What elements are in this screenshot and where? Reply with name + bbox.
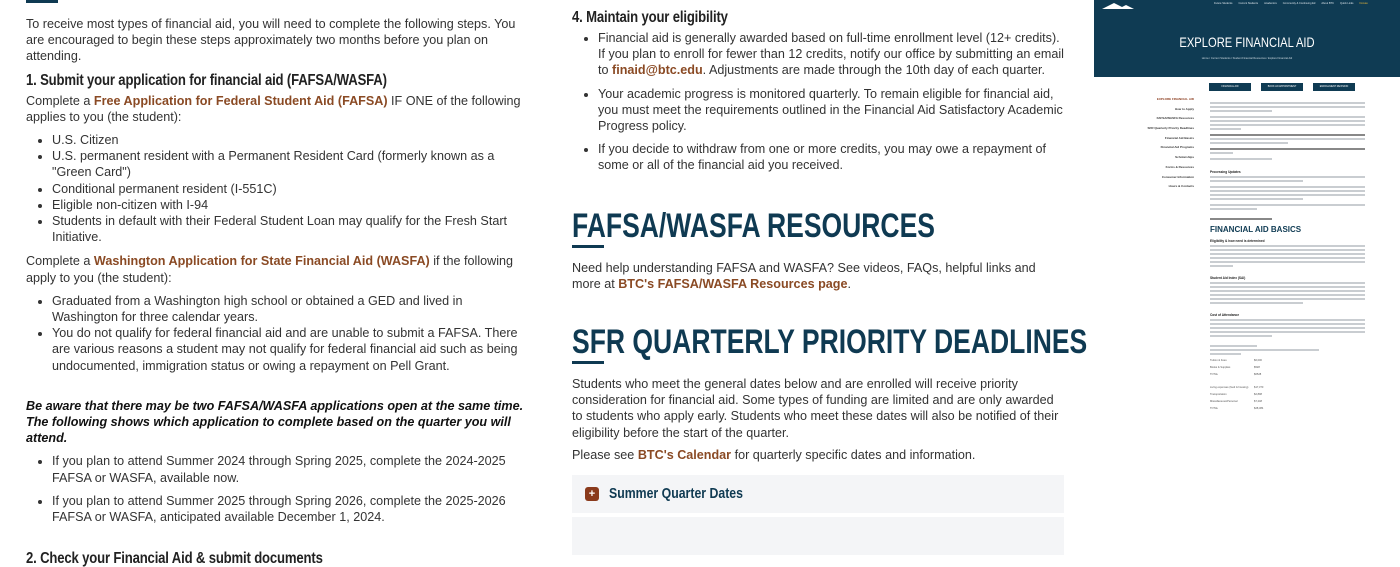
list-item: Graduated from a Washington high school … (52, 293, 526, 325)
fafsa-paragraph: Complete a Free Application for Federal … (26, 93, 526, 125)
sidebar-item[interactable]: SFR Quarterly Priority Deadlines (1147, 126, 1194, 131)
nav-item[interactable]: Academics (1264, 2, 1277, 5)
sidebar-item[interactable]: EXPLORE FINANCIAL AID (1156, 97, 1194, 101)
list-item: Your academic progress is monitored quar… (598, 86, 1064, 135)
fafsa-link[interactable]: Free Application for Federal Student Aid… (93, 93, 388, 108)
accordion-label: Summer Quarter Dates (609, 484, 743, 502)
thumbnail-nav: Future Students Current Students Academi… (1214, 2, 1368, 6)
sidebar-item[interactable]: Forms & Resources (1165, 164, 1194, 169)
list-item: U.S. Citizen (52, 132, 526, 148)
text: IF ONE of the following applies to you (… (26, 93, 521, 124)
thumbnail-sidebar: EXPLORE FINANCIAL AID How to Apply FAFSA… (1124, 97, 1194, 194)
wasfa-paragraph: Complete a Washington Application for St… (26, 253, 526, 285)
sidebar-item[interactable]: Consumer Information (1161, 174, 1194, 179)
cost-row: TOTAL $28,384 (1210, 407, 1264, 410)
cost-row: TOTAL $6528 (1210, 373, 1262, 376)
intro-text: To receive most types of financial aid, … (26, 17, 516, 64)
sidebar-item[interactable]: Hours & Contacts (1168, 184, 1194, 189)
text: Complete a (26, 254, 94, 269)
wasfa-link[interactable]: Washington Application for State Financi… (93, 254, 430, 269)
text: Please see (572, 447, 638, 462)
sai-heading: Student Aid Index (SAI) (1210, 276, 1246, 280)
list-item: If you plan to attend Summer 2024 throug… (52, 453, 526, 485)
step4-heading: 4. Maintain your eligibility (572, 9, 728, 26)
text: Complete a (26, 93, 94, 108)
nav-item[interactable]: About BTC (1321, 2, 1335, 5)
nav-item[interactable]: Current Students (1238, 2, 1259, 5)
sidebar-item[interactable]: Financial Aid Programs (1160, 145, 1194, 150)
enrollment-revision-button[interactable]: ENROLLMENT REVISION (1313, 83, 1355, 91)
nav-item[interactable]: Community & Continuing Ed (1282, 2, 1316, 5)
coa-heading: Cost of Attendance (1210, 313, 1240, 317)
processing-heading: Processing Updates (1210, 170, 1241, 174)
heading-rule (26, 0, 58, 3)
cost-row: Living expenses (food & housing) $17,370 (1210, 386, 1264, 389)
thumbnail-breadcrumb: Home / Current Students / Student Financ… (1201, 57, 1293, 60)
financial-aid-button[interactable]: FINANCIAL AID (1209, 83, 1251, 91)
sidebar-item[interactable]: How to Apply (1174, 106, 1194, 111)
logo-icon (1100, 2, 1136, 10)
nav-item-donate[interactable]: Donate (1359, 2, 1368, 5)
deadlines-paragraph: Students who meet the general dates belo… (572, 377, 1059, 440)
accordion-next[interactable] (572, 517, 1064, 556)
accordion-summer-quarter[interactable]: + Summer Quarter Dates (572, 475, 1064, 514)
wasfa-list: Graduated from a Washington high school … (26, 293, 526, 374)
thumbnail-title: EXPLORE FINANCIAL AID (1179, 34, 1315, 50)
thumbnail-buttons: FINANCIAL AID BOOK AN APPOINTMENT ENROLL… (1209, 83, 1355, 91)
text: Need help understanding FAFSA and WASFA?… (572, 260, 1036, 291)
fafsa-list: U.S. Citizen U.S. permanent resident wit… (26, 132, 526, 245)
page-thumbnail: Future Students Current Students Academi… (1094, 0, 1400, 500)
cost-row: Transportation $2,898 (1210, 393, 1262, 396)
book-appointment-button[interactable]: BOOK AN APPOINTMENT (1261, 83, 1303, 91)
list-item: If you plan to attend Summer 2025 throug… (52, 493, 526, 525)
list-item: Conditional permanent resident (I-551C) (52, 181, 526, 197)
text: . Adjustments are made through the 10th … (702, 63, 1046, 78)
eligibility-list: Financial aid is generally awarded based… (572, 30, 1064, 174)
resources-paragraph: Need help understanding FAFSA and WASFA?… (572, 260, 1064, 292)
step2-heading: 2. Check your Financial Aid & submit doc… (26, 550, 323, 567)
resources-heading: FAFSA/WASFA RESOURCES (572, 206, 935, 245)
list-item: Students in default with their Federal S… (52, 213, 526, 245)
sidebar-item[interactable]: FAFSA/WASFA Resources (1156, 116, 1194, 121)
eligibility-heading: Eligibility & how need is determined (1210, 239, 1265, 243)
list-item: U.S. permanent resident with a Permanent… (52, 148, 526, 180)
sidebar-item[interactable]: Financial Aid Basics (1164, 135, 1194, 140)
cost-row: Books & Supplies $528 (1210, 366, 1260, 369)
nav-item[interactable]: Future Students (1214, 2, 1233, 5)
basics-heading: FINANCIAL AID BASICS (1210, 225, 1302, 234)
calendar-link[interactable]: BTC's Calendar (637, 447, 732, 462)
list-item: You do not qualify for federal financial… (52, 325, 526, 374)
text: if the following apply to you (the stude… (26, 254, 514, 285)
cost-row: Miscellaneous/Personal $7,248 (1210, 400, 1262, 403)
text: Financial aid is generally awarded based… (598, 31, 1064, 78)
quarter-list: If you plan to attend Summer 2024 throug… (26, 453, 526, 525)
list-item: Eligible non-citizen with I-94 (52, 197, 526, 213)
sidebar-item[interactable]: Scholarships (1175, 155, 1194, 160)
text: . (847, 276, 851, 291)
calendar-paragraph: Please see BTC's Calendar for quarterly … (572, 447, 1064, 463)
list-item: If you decide to withdraw from one or mo… (598, 141, 1064, 173)
heading-rule (572, 244, 604, 248)
text: for quarterly specific dates and informa… (731, 447, 976, 462)
list-item: Financial aid is generally awarded based… (598, 30, 1064, 79)
deadlines-heading: SFR QUARTERLY PRIORITY DEADLINES (572, 323, 1088, 362)
thumbnail-header: Future Students Current Students Academi… (1094, 0, 1400, 77)
heading-rule (572, 361, 604, 365)
email-link[interactable]: finaid@btc.edu (612, 63, 703, 78)
aware-note: Be aware that there may be two FAFSA/WAS… (26, 398, 524, 446)
nav-item[interactable]: Quick Links (1340, 2, 1354, 5)
resources-link[interactable]: BTC's FAFSA/WASFA Resources page (618, 276, 848, 291)
plus-icon: + (585, 487, 599, 502)
thumbnail-content: Processing Updates FINANCIAL AID BASICS … (1210, 100, 1365, 414)
step1-heading: 1. Submit your application for financial… (26, 71, 387, 89)
middle-column: 4. Maintain your eligibility Financial a… (572, 9, 1087, 556)
cost-row: Tuition & Fees $6,000 (1210, 359, 1262, 362)
left-column: To receive most types of financial aid, … (26, 16, 526, 567)
